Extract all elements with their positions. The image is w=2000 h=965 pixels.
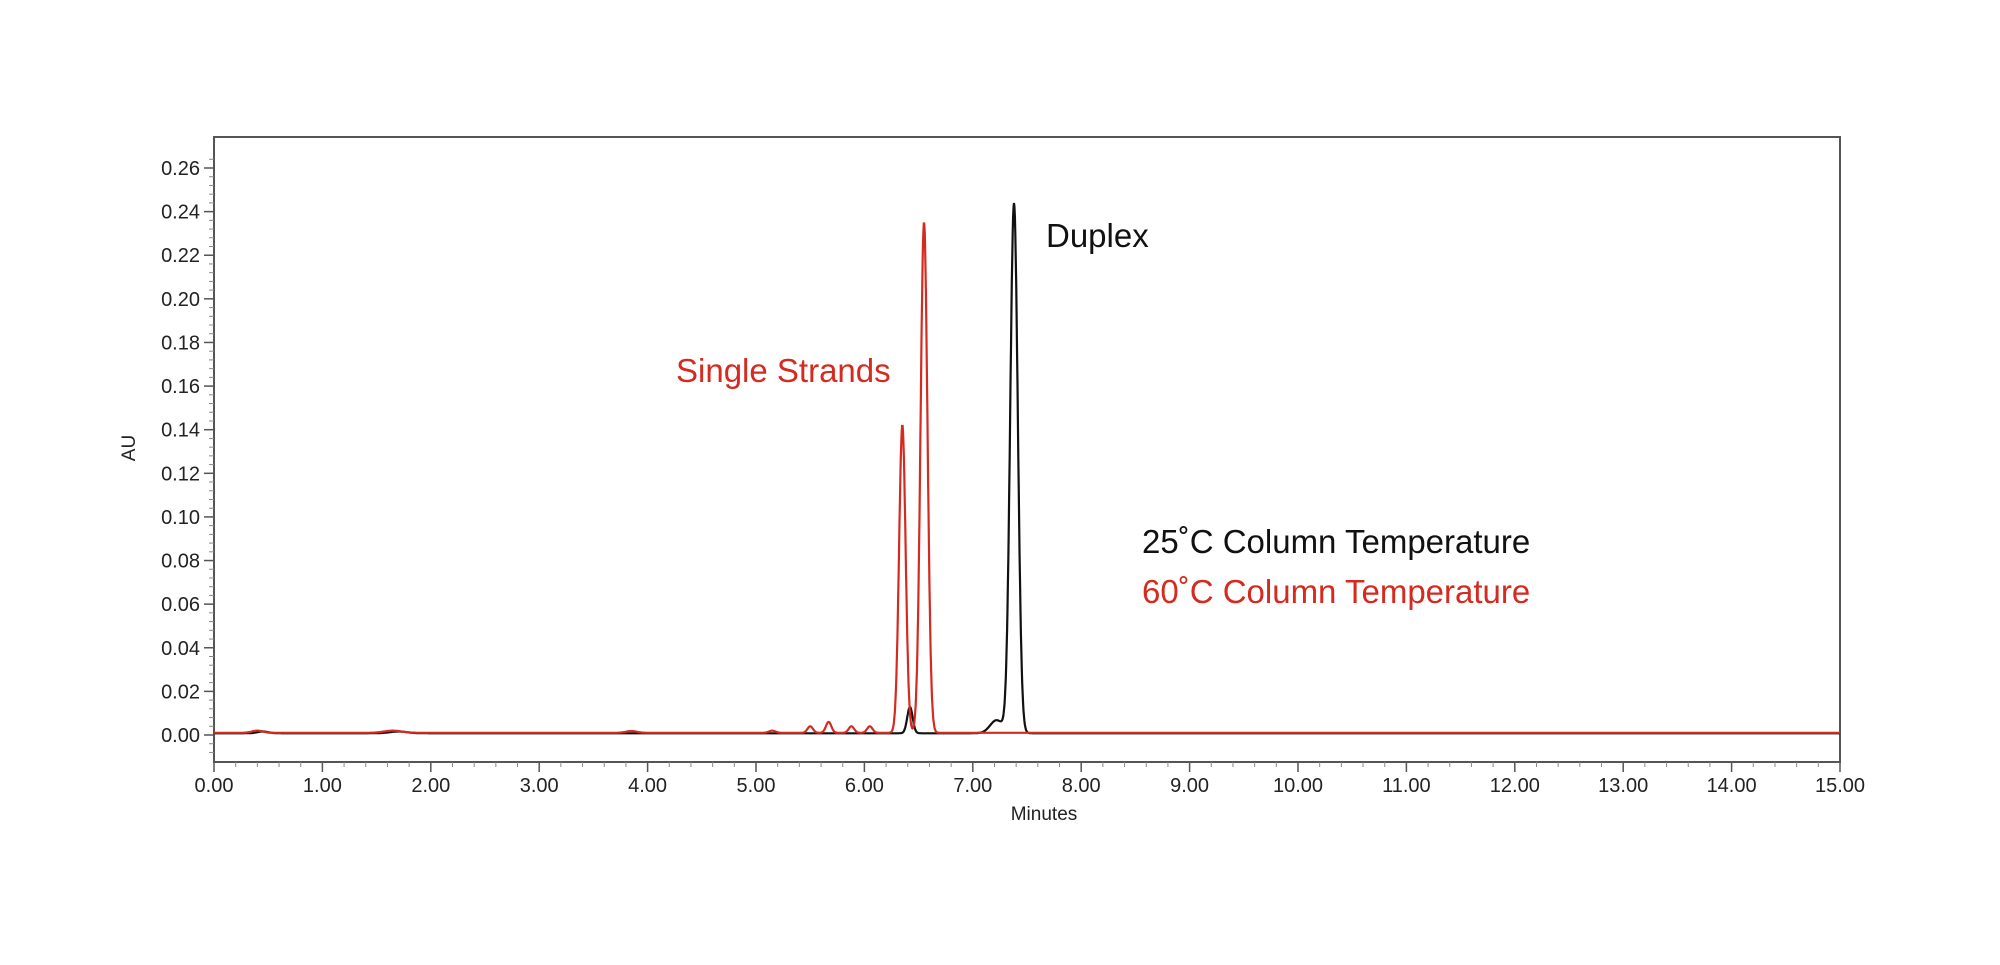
x-tick-label: 0.00 — [195, 775, 234, 797]
y-tick-label: 0.18 — [161, 332, 200, 354]
x-tick-label: 8.00 — [1062, 775, 1101, 797]
x-tick-label: 11.00 — [1382, 775, 1431, 797]
y-tick-label: 0.10 — [161, 507, 200, 529]
y-tick-label: 0.08 — [161, 551, 200, 573]
x-axis-label: Minutes — [1011, 804, 1078, 825]
annotation-duplex: Duplex — [1046, 217, 1149, 254]
y-axis-label: AU — [119, 435, 140, 461]
x-tick-label: 10.00 — [1273, 775, 1323, 797]
x-tick-label: 7.00 — [953, 775, 992, 797]
y-axis: 0.00 0.02 0.04 0.06 0.08 0.10 0.12 0.14 0.16 0.18… — [161, 158, 214, 753]
x-tick-label: 1.00 — [303, 775, 342, 797]
plot-frame — [213, 136, 1841, 763]
y-tick-label: 0.02 — [161, 681, 200, 703]
trace-25c — [214, 202, 1840, 735]
y-tick-label: 0.24 — [161, 202, 200, 224]
trace-60c — [214, 222, 1840, 734]
x-tick-label: 3.00 — [520, 775, 559, 797]
y-tick-label: 0.14 — [161, 420, 200, 442]
y-tick-label: 0.00 — [161, 725, 200, 747]
y-tick-label: 0.16 — [161, 376, 200, 398]
x-axis: 0.00 1.00 2.00 3.00 4.00 5.00 6.00 7.00 8.00 9.00… — [195, 762, 1865, 797]
legend-entry-60c: 60˚C Column Temperature — [1142, 573, 1530, 610]
x-tick-label: 2.00 — [411, 775, 450, 797]
y-tick-label: 0.22 — [161, 245, 200, 267]
y-tick-label: 0.12 — [161, 463, 200, 485]
y-tick-label: 0.20 — [161, 289, 200, 311]
y-tick-label: 0.06 — [161, 594, 200, 616]
x-tick-label: 14.00 — [1707, 775, 1757, 797]
x-tick-label: 5.00 — [737, 775, 776, 797]
x-tick-label: 4.00 — [628, 775, 667, 797]
x-tick-label: 9.00 — [1170, 775, 1209, 797]
annotation-single-strands: Single Strands — [676, 352, 891, 389]
y-tick-label: 0.04 — [161, 638, 200, 660]
legend-entry-25c: 25˚C Column Temperature — [1142, 523, 1530, 560]
y-tick-label: 0.26 — [161, 158, 200, 180]
x-tick-label: 12.00 — [1490, 775, 1540, 797]
x-tick-label: 6.00 — [845, 775, 884, 797]
x-tick-label: 15.00 — [1815, 775, 1865, 797]
traces — [214, 202, 1840, 735]
x-tick-label: 13.00 — [1598, 775, 1648, 797]
